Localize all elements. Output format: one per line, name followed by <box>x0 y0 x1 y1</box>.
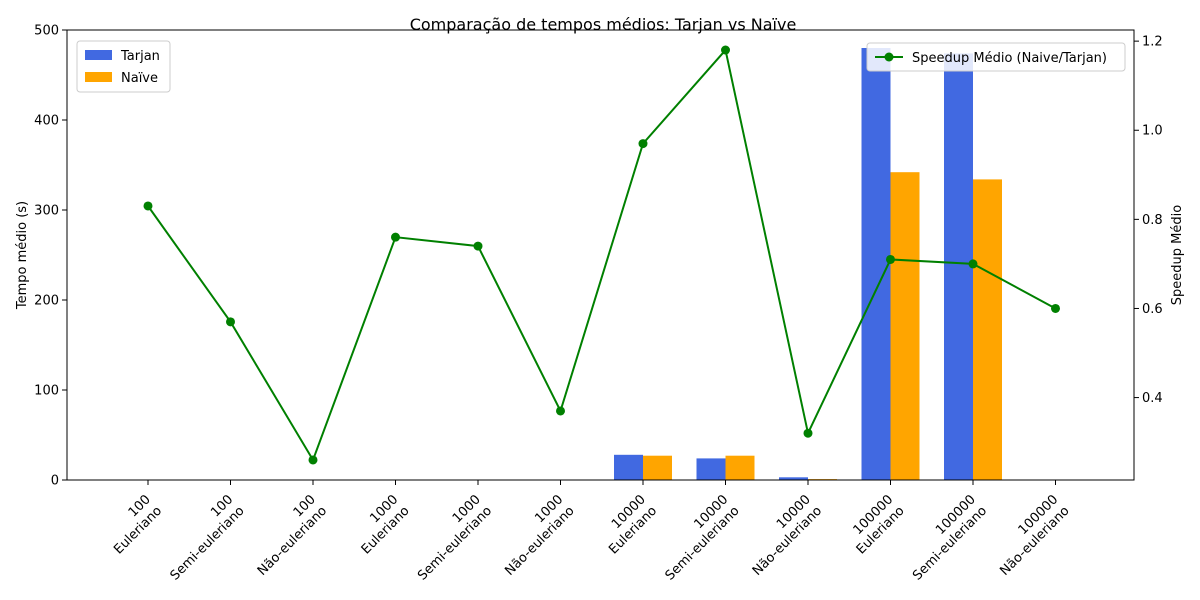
y-tick-label-1: 100 <box>34 384 59 399</box>
speedup-point-1 <box>226 317 235 327</box>
speedup-point-2 <box>308 455 318 465</box>
y-tick-label-4: 400 <box>34 114 59 129</box>
speedup-point-8 <box>803 428 813 438</box>
speedup-point-7 <box>721 45 730 55</box>
y-tick-label-0: 0 <box>51 474 59 489</box>
plot-frame <box>66 29 1135 481</box>
bars-layer <box>119 48 1002 481</box>
x-axis: 100Euleriano 100Semi-euleriano 100Não-eule… <box>100 480 1073 584</box>
x-tick-label-5: 1000Não-euleriano <box>491 492 578 579</box>
legend-label-naive: Naïve <box>121 71 158 86</box>
speedup-line <box>147 47 1056 463</box>
y2-tick-label-4: 1.2 <box>1142 35 1163 50</box>
speedup-line-layer <box>143 45 1060 465</box>
x-tick-label-6: 10000Euleriano <box>595 492 660 557</box>
y-tick-label-3: 300 <box>34 204 59 219</box>
x-tick-label-0: 100Euleriano <box>100 492 165 557</box>
x-tick-label-11: 100000Não-euleriano <box>986 492 1073 579</box>
speedup-point-6 <box>638 139 648 149</box>
bar-naive-10 <box>973 179 1002 480</box>
y-tick-label-5: 500 <box>34 24 59 39</box>
legend-label-speedup: Speedup Médio (Naive/Tarjan) <box>912 51 1107 66</box>
speedup-point-5 <box>556 406 565 416</box>
legend-swatch-naive <box>85 72 112 82</box>
legend-label-tarjan: Tarjan <box>120 49 160 64</box>
speedup-point-9 <box>886 254 895 264</box>
y2-tick-label-2: 0.8 <box>1142 213 1163 228</box>
speedup-point-3 <box>391 232 400 242</box>
bar-naive-6 <box>643 455 672 480</box>
legend-swatch-tarjan <box>85 50 112 60</box>
speedup-point-10 <box>968 259 978 269</box>
x-tick-label-1: 100Semi-euleriano <box>156 492 247 583</box>
x-tick-label-9: 100000Euleriano <box>842 492 907 557</box>
bar-tarjan-8 <box>779 477 808 480</box>
bar-tarjan-7 <box>696 458 726 480</box>
y-axis-right: 0.4 0.6 0.8 1.0 1.2 <box>1134 35 1163 406</box>
y2-axis-label: Speedup Médio <box>1170 205 1185 305</box>
legend-right-frame <box>866 42 1126 72</box>
x-tick-label-line-1-1: Semi-euleriano <box>168 504 248 584</box>
bar-naive-7 <box>725 455 755 480</box>
x-tick-label-10: 100000Semi-euleriano <box>899 492 990 583</box>
x-tick-label-7: 10000Semi-euleriano <box>651 492 742 583</box>
x-tick-label-line-2-1: Não-euleriano <box>255 504 330 579</box>
x-tick-label-3: 1000Euleriano <box>347 492 412 557</box>
y2-tick-label-0: 0.4 <box>1142 391 1163 406</box>
x-tick-label-4: 1000Semi-euleriano <box>404 492 495 583</box>
y-axis-left: 0 100 200 300 400 500 <box>34 24 67 489</box>
speedup-point-11 <box>1051 303 1060 313</box>
bar-tarjan-9 <box>861 48 891 480</box>
speedup-point-4 <box>473 241 483 251</box>
bar-tarjan-10 <box>944 53 973 481</box>
chart-title: Comparação de tempos médios: Tarjan vs N… <box>410 15 797 34</box>
x-tick-label-2: 100Não-euleriano <box>243 492 330 579</box>
bar-naive-9 <box>890 172 920 480</box>
legend-left: Tarjan Naïve <box>76 40 171 93</box>
speedup-point-0 <box>143 201 153 211</box>
y2-tick-label-3: 1.0 <box>1142 124 1163 139</box>
y2-tick-label-1: 0.6 <box>1142 302 1163 317</box>
legend-marker-speedup <box>884 52 894 62</box>
y-axis-label: Tempo médio (s) <box>15 201 30 310</box>
x-tick-label-8: 10000Não-euleriano <box>738 492 825 579</box>
y-tick-label-2: 200 <box>34 294 59 309</box>
legend-right: Speedup Médio (Naive/Tarjan) <box>866 42 1126 72</box>
bar-tarjan-6 <box>614 454 643 480</box>
